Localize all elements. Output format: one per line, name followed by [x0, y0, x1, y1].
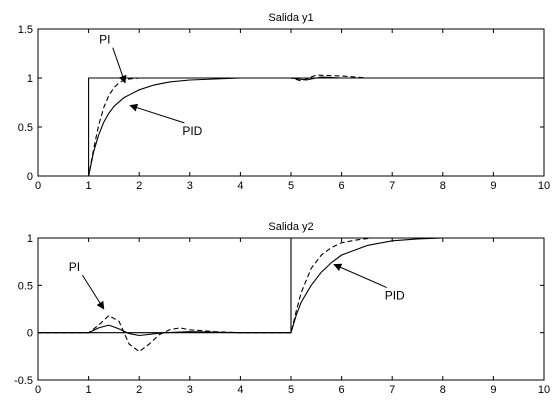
y-tick-label: 1: [27, 233, 33, 245]
y-tick-label: 0.5: [18, 280, 33, 292]
y-tick-label: 0: [27, 328, 33, 340]
x-tick-label: 3: [187, 180, 193, 192]
annotation-label: PI: [69, 260, 80, 274]
x-tick-label: 7: [389, 384, 395, 396]
y-tick-label: 0.5: [18, 122, 33, 134]
x-tick-label: 10: [538, 384, 550, 396]
x-tick-label: 1: [86, 180, 92, 192]
x-tick-label: 6: [339, 180, 345, 192]
x-tick-label: 8: [440, 384, 446, 396]
annotation-label: PID: [182, 124, 202, 138]
x-tick-label: 5: [288, 180, 294, 192]
x-tick-label: 7: [389, 180, 395, 192]
series-line-solid: [38, 237, 544, 337]
chart-title: Salida y1: [268, 12, 313, 24]
series-line-dashed: [38, 74, 544, 177]
x-tick-label: 6: [339, 384, 345, 396]
annotation-label: PI: [99, 33, 110, 47]
y-tick-label: -0.5: [14, 375, 33, 387]
x-tick-label: 1: [86, 384, 92, 396]
y-tick-label: 1.5: [18, 24, 33, 36]
x-tick-label: 4: [237, 384, 243, 396]
annotation-arrow: [82, 274, 105, 310]
x-tick-label: 10: [538, 180, 550, 192]
annotation-arrow: [112, 47, 127, 84]
y-tick-label: 0: [27, 171, 33, 183]
x-tick-label: 3: [187, 384, 193, 396]
annotation-arrow: [333, 263, 387, 288]
x-tick-label: 9: [490, 384, 496, 396]
series-line-solid: [38, 77, 544, 177]
x-tick-label: 9: [490, 180, 496, 192]
x-tick-label: 4: [237, 180, 243, 192]
x-tick-label: 5: [288, 384, 294, 396]
y-tick-label: 1: [27, 73, 33, 85]
x-tick-label: 8: [440, 180, 446, 192]
x-tick-label: 2: [136, 180, 142, 192]
chart-1: Salida y1 0 1 2 3 4 5 6 7 8 9 10 0 0.5 1 1.5 PI PID: [18, 12, 550, 192]
x-tick-label: 0: [35, 180, 41, 192]
series-line-solid: [38, 76, 544, 177]
series-line-dashed: [38, 237, 544, 353]
x-tick-label: 0: [35, 384, 41, 396]
annotation-label: PID: [385, 289, 405, 303]
chart-title: Salida y2: [268, 221, 313, 233]
x-tick-label: 2: [136, 384, 142, 396]
annotation-arrow: [129, 103, 185, 124]
